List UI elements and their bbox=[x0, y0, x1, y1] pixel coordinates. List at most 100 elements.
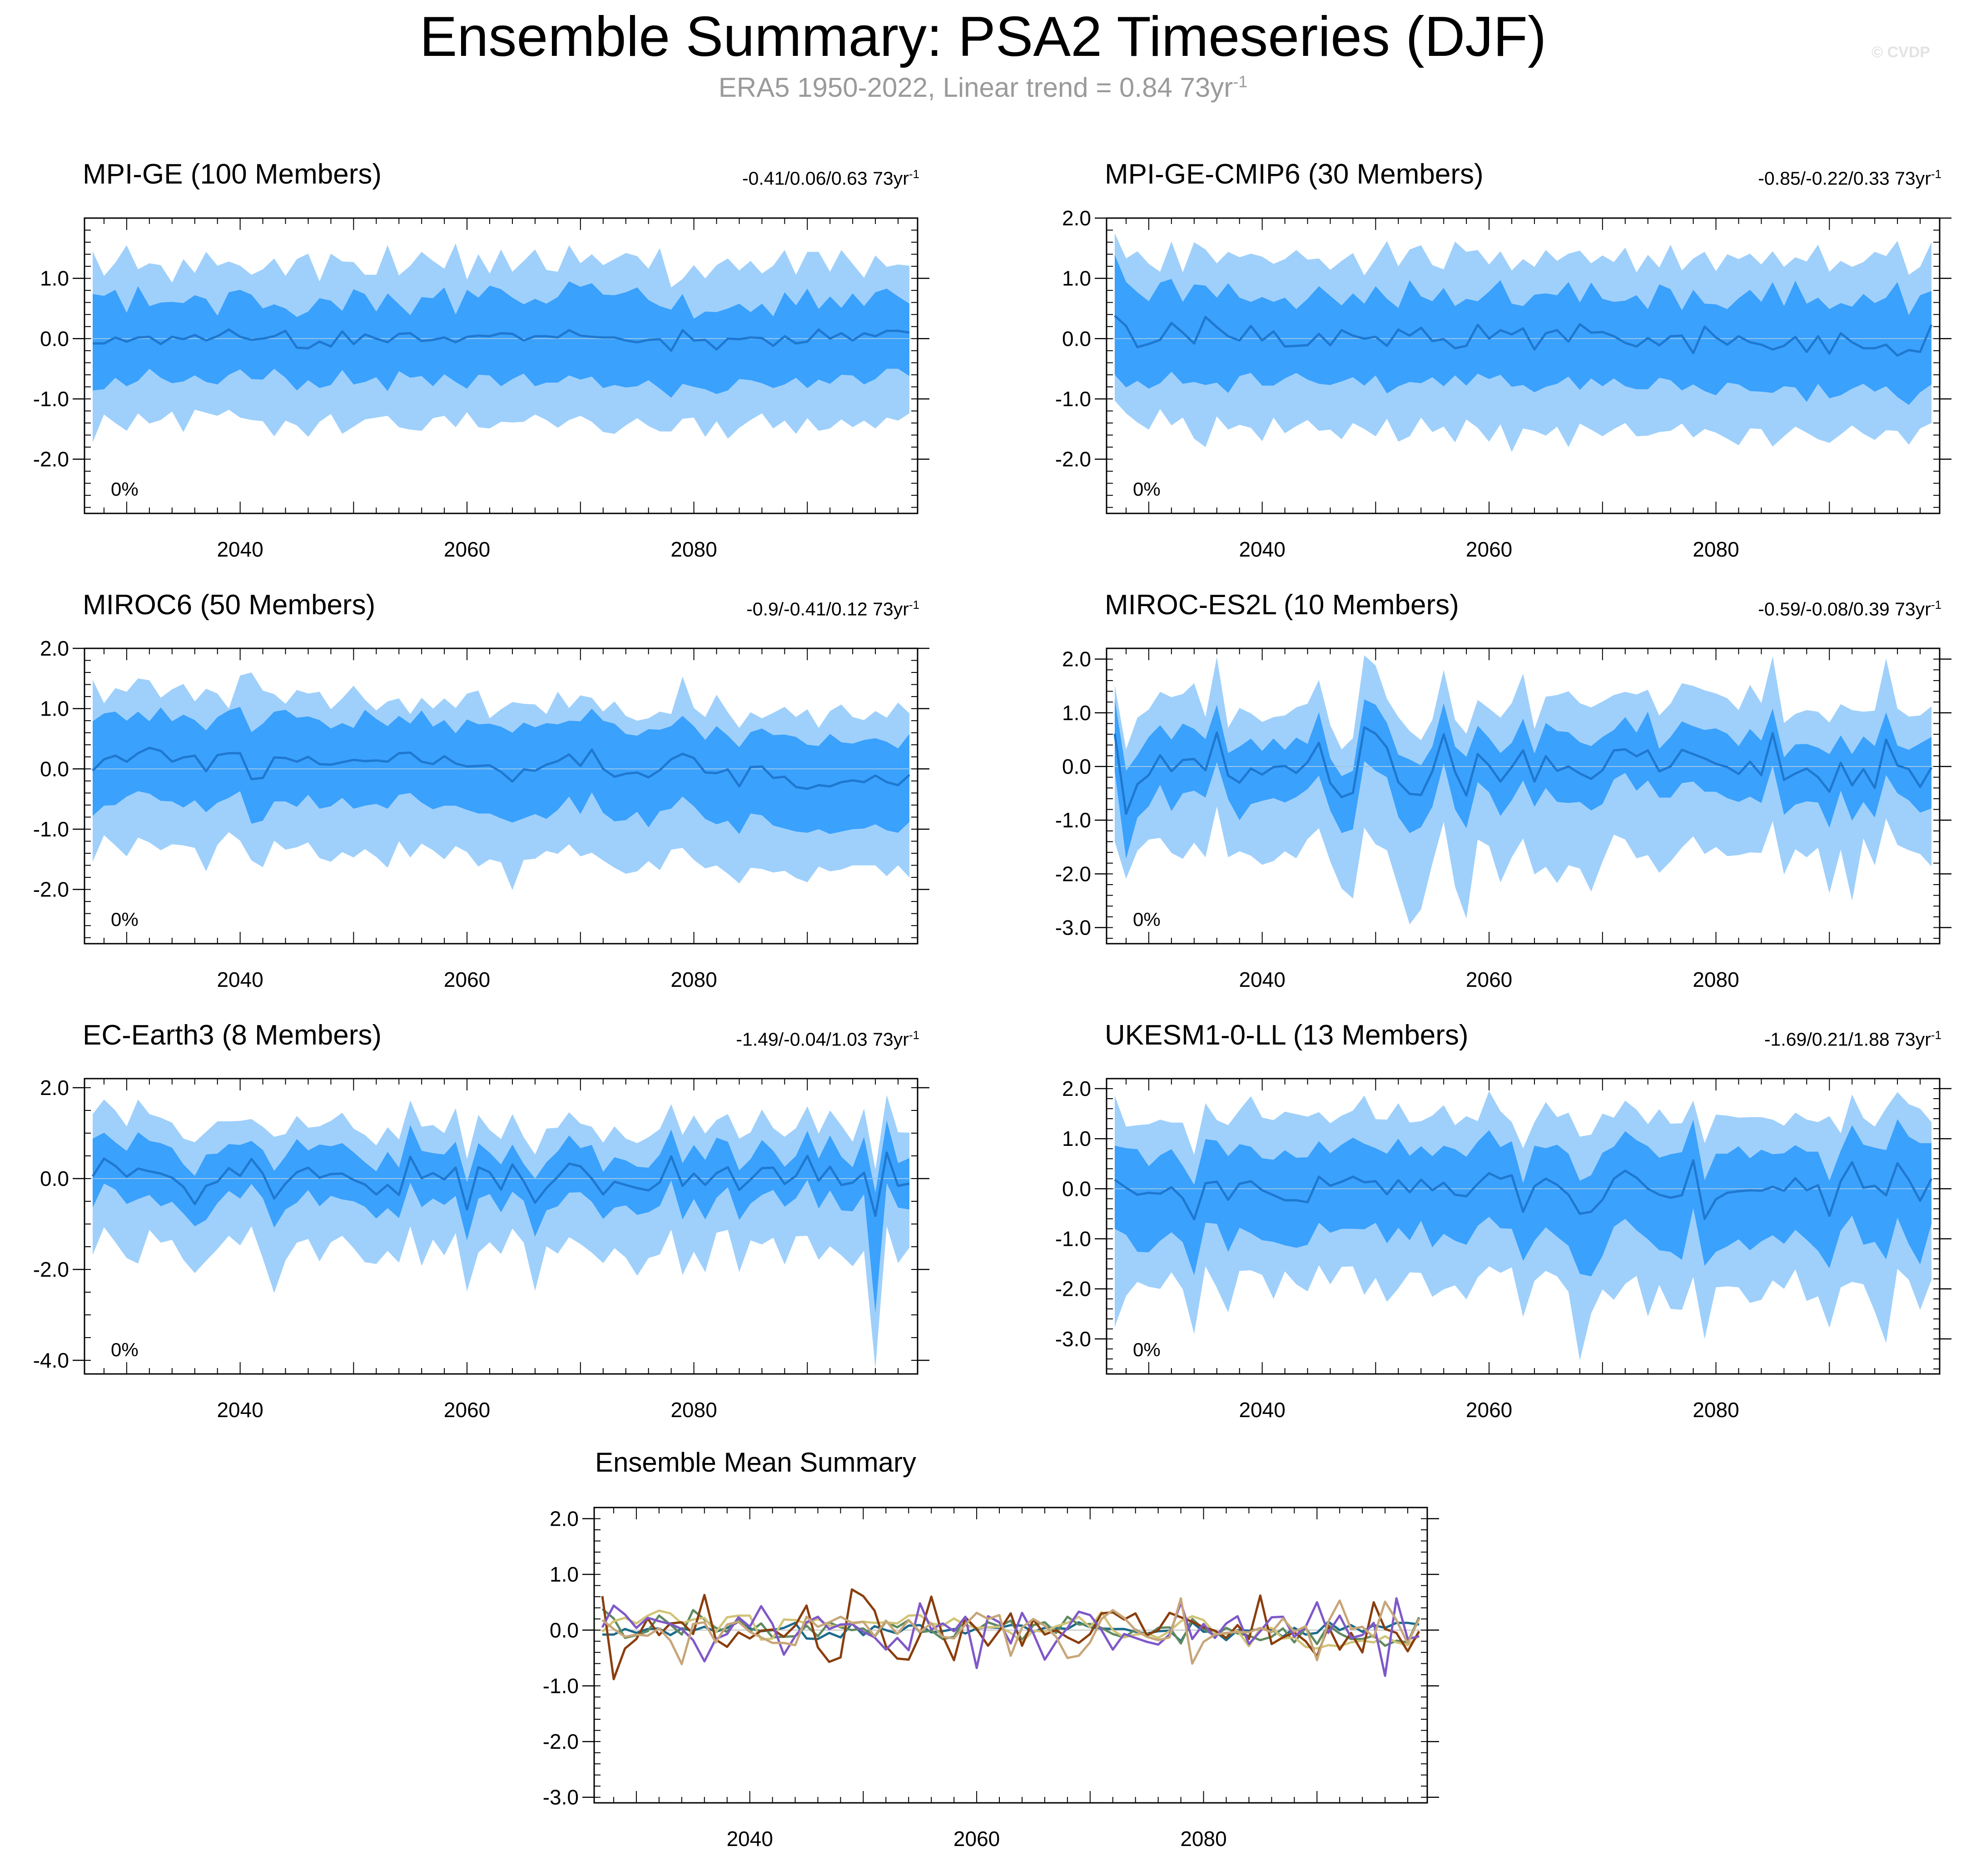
stats-exponent: -1 bbox=[909, 1028, 919, 1042]
stats-text: -0.85/-0.22/0.33 73yr bbox=[1758, 168, 1931, 189]
panel-stats-ukesm1-0-ll: -1.69/0.21/1.88 73yr-1 bbox=[1442, 1028, 1941, 1050]
page-subtitle: ERA5 1950-2022, Linear trend = 0.84 73yr… bbox=[0, 72, 1966, 103]
axes-ensemble-mean: 2.0 1.0 0.0 -1.0 -2.0 -3.0 2040 2060 2080 bbox=[543, 1507, 1439, 1851]
panel-ukesm1-0-ll bbox=[1107, 1091, 1940, 1361]
stats-text: -1.49/-0.04/1.03 73yr bbox=[736, 1029, 909, 1050]
axes-miroc-es2l: 2.0 1.0 0.0 -1.0 -2.0 -3.0 2040 2060 2080 bbox=[1055, 647, 1951, 991]
y-tick-label: 1.0 bbox=[1062, 267, 1091, 290]
mean-series-ukesm1-0-ll bbox=[601, 1597, 1420, 1666]
percent-label-ec-earth3: 0% bbox=[111, 1339, 139, 1360]
x-tick-label: 2040 bbox=[217, 1398, 263, 1422]
x-tick-label: 2080 bbox=[1180, 1827, 1226, 1851]
percent-label-mpi-ge: 0% bbox=[111, 478, 139, 500]
y-tick-label: 1.0 bbox=[1062, 701, 1091, 725]
inner-range-band bbox=[1115, 1119, 1931, 1277]
stats-text: -0.59/-0.08/0.39 73yr bbox=[1758, 598, 1931, 620]
y-tick-label: 2.0 bbox=[1062, 1077, 1091, 1100]
panel-stats-miroc6: -0.9/-0.41/0.12 73yr-1 bbox=[420, 598, 919, 620]
plot-frame bbox=[84, 1078, 918, 1375]
x-tick-label: 2040 bbox=[217, 968, 263, 991]
plot-frame bbox=[84, 647, 918, 945]
axes-ukesm1-0-ll: 2.0 1.0 0.0 -1.0 -2.0 -3.0 2040 2060 2080 bbox=[1055, 1077, 1951, 1422]
y-tick-label: -1.0 bbox=[1055, 1227, 1091, 1251]
y-tick-label: -1.0 bbox=[1055, 808, 1091, 832]
x-tick-label: 2060 bbox=[1466, 1398, 1512, 1422]
subtitle-exponent: -1 bbox=[1233, 72, 1248, 91]
axes-ec-earth3: 2.0 0.0 -2.0 -4.0 2040 2060 2080 bbox=[33, 1076, 929, 1422]
panel-title-mpi-ge-cmip6: MPI-GE-CMIP6 (30 Members) bbox=[1105, 159, 1484, 190]
percent-label-ukesm1-0-ll: 0% bbox=[1133, 1339, 1161, 1360]
y-tick-label: 2.0 bbox=[1062, 206, 1091, 230]
stats-exponent: -1 bbox=[1931, 1028, 1941, 1042]
x-tick-label: 2040 bbox=[1239, 537, 1285, 561]
panel-ec-earth3 bbox=[84, 1095, 918, 1368]
percent-label-mpi-ge-cmip6: 0% bbox=[1133, 478, 1161, 500]
x-tick-label: 2040 bbox=[726, 1827, 773, 1851]
ensemble-mean-line bbox=[1114, 315, 1933, 357]
y-tick-label: 1.0 bbox=[550, 1563, 579, 1586]
y-tick-label: -2.0 bbox=[1055, 448, 1091, 471]
y-tick-label: 0.0 bbox=[1062, 755, 1091, 778]
x-tick-label: 2060 bbox=[953, 1827, 1000, 1851]
panel-title-ec-earth3: EC-Earth3 (8 Members) bbox=[83, 1020, 382, 1051]
y-tick-label: 2.0 bbox=[550, 1507, 579, 1531]
x-tick-label: 2060 bbox=[1466, 537, 1512, 561]
y-tick-label: 1.0 bbox=[1062, 1127, 1091, 1150]
x-tick-label: 2040 bbox=[1239, 968, 1285, 991]
inner-range-band bbox=[93, 1120, 909, 1313]
panel-stats-ec-earth3: -1.49/-0.04/1.03 73yr-1 bbox=[420, 1028, 919, 1050]
panel-title-miroc6: MIROC6 (50 Members) bbox=[83, 589, 376, 621]
ensemble-mean-line bbox=[92, 746, 910, 790]
stats-exponent: -1 bbox=[1931, 598, 1941, 612]
ensemble-mean-line bbox=[91, 1151, 910, 1217]
y-tick-label: 2.0 bbox=[40, 637, 69, 660]
x-tick-label: 2080 bbox=[670, 1398, 717, 1422]
ensemble-mean-line bbox=[93, 328, 910, 352]
mean-series-miroc-es2l bbox=[601, 1588, 1420, 1681]
panel-ensemble-mean bbox=[594, 1588, 1427, 1681]
ensemble-mean-line bbox=[1113, 726, 1933, 815]
axes-mpi-ge: 1.0 0.0 -1.0 -2.0 2040 2060 2080 bbox=[33, 217, 929, 561]
x-tick-label: 2080 bbox=[1693, 1398, 1739, 1422]
x-tick-label: 2040 bbox=[217, 537, 263, 561]
inner-range-band bbox=[93, 281, 909, 398]
panel-miroc-es2l bbox=[1107, 655, 1940, 925]
mean-series-ec-earth3 bbox=[601, 1597, 1420, 1677]
y-tick-label: 0.0 bbox=[1062, 327, 1091, 350]
y-tick-label: 2.0 bbox=[1062, 647, 1091, 671]
stats-exponent: -1 bbox=[909, 598, 919, 612]
y-tick-label: -3.0 bbox=[1055, 916, 1091, 940]
panel-mpi-ge-cmip6 bbox=[1107, 233, 1940, 452]
y-tick-label: -3.0 bbox=[543, 1786, 579, 1809]
ensemble-mean-line bbox=[1114, 1159, 1933, 1221]
plot-frame bbox=[1106, 217, 1941, 514]
axes-mpi-ge-cmip6: 2.0 1.0 0.0 -1.0 -2.0 2040 2060 2080 bbox=[1055, 206, 1951, 561]
panel-title-ukesm1-0-ll: UKESM1-0-LL (13 Members) bbox=[1105, 1020, 1469, 1051]
panel-mpi-ge bbox=[84, 243, 918, 443]
plot-frame bbox=[1106, 1078, 1941, 1375]
x-tick-label: 2040 bbox=[1239, 1398, 1285, 1422]
credit-label: © CVDP bbox=[1872, 44, 1930, 61]
plot-frame bbox=[84, 217, 918, 514]
panel-miroc6 bbox=[84, 672, 918, 890]
y-tick-label: -4.0 bbox=[33, 1349, 69, 1372]
y-tick-label: -1.0 bbox=[33, 817, 69, 841]
y-tick-label: -1.0 bbox=[1055, 387, 1091, 411]
y-tick-label: 0.0 bbox=[40, 1167, 69, 1190]
stats-text: -0.9/-0.41/0.12 73yr bbox=[746, 598, 909, 620]
panel-title-mpi-ge: MPI-GE (100 Members) bbox=[83, 159, 382, 190]
x-tick-label: 2080 bbox=[1693, 537, 1739, 561]
y-tick-label: -1.0 bbox=[33, 387, 69, 411]
percent-label-miroc6: 0% bbox=[111, 909, 139, 930]
axes-miroc6: 2.0 1.0 0.0 -1.0 -2.0 2040 2060 2080 bbox=[33, 637, 929, 991]
x-tick-label: 2060 bbox=[444, 968, 490, 991]
panel-title-ensemble-mean: Ensemble Mean Summary bbox=[595, 1447, 916, 1478]
y-tick-label: -1.0 bbox=[543, 1674, 579, 1697]
outer-range-band bbox=[93, 1095, 909, 1368]
y-tick-label: 0.0 bbox=[40, 757, 69, 781]
y-tick-label: -2.0 bbox=[1055, 1277, 1091, 1301]
stats-exponent: -1 bbox=[1931, 167, 1941, 181]
y-tick-label: -2.0 bbox=[1055, 862, 1091, 886]
panel-stats-mpi-ge: -0.41/0.06/0.63 73yr-1 bbox=[420, 167, 919, 189]
